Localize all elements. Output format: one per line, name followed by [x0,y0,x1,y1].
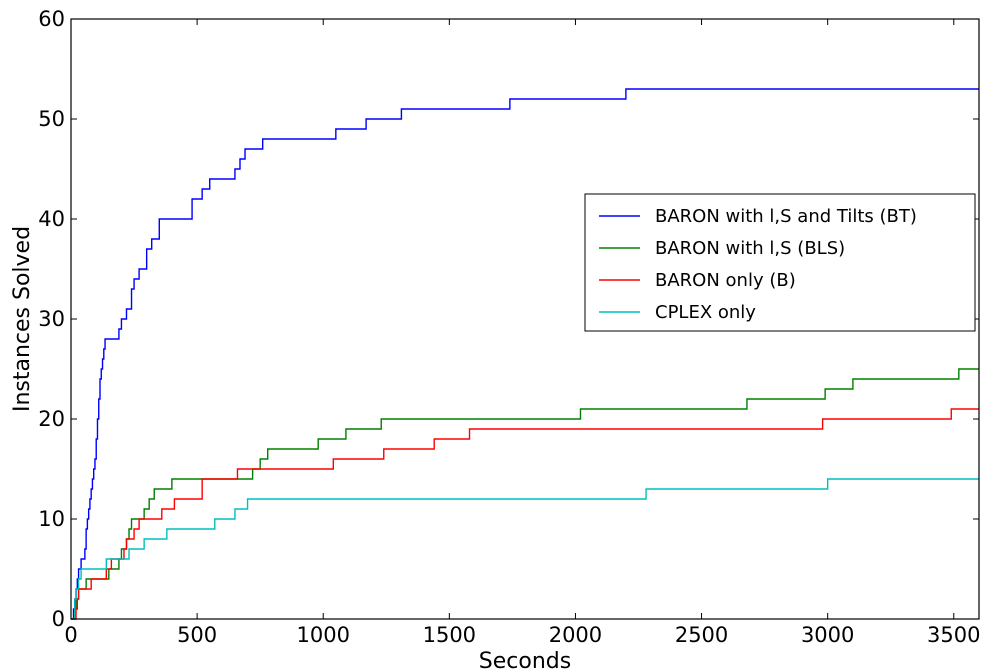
legend-label-0: BARON with l,S and Tilts (BT) [655,206,917,227]
x-tick-label-0: 0 [64,623,77,647]
y-tick-label-6: 60 [38,7,65,31]
x-tick-label-7: 3500 [927,623,980,647]
x-tick-label-1: 500 [177,623,217,647]
y-tick-label-2: 20 [38,407,65,431]
x-tick-label-2: 1000 [296,623,349,647]
series-line-1 [71,368,979,620]
x-tick-label-5: 2500 [675,623,728,647]
legend-label-2: BARON only (B) [655,270,796,291]
x-tick-label-3: 1500 [423,623,476,647]
x-axis-title: Seconds [479,649,571,670]
x-tick-label-4: 2000 [549,623,602,647]
series-line-2 [71,408,979,620]
legend-label-1: BARON with l,S (BLS) [655,238,845,259]
y-tick-label-3: 30 [38,307,65,331]
y-tick-label-1: 10 [38,507,65,531]
series-layer [71,88,979,620]
y-axis-title: Instances Solved [10,226,35,412]
y-tick-label-5: 50 [38,107,65,131]
legend: BARON with l,S and Tilts (BT) BARON with … [584,193,976,332]
legend-label-3: CPLEX only [655,302,756,323]
series-line-0 [71,88,979,620]
legend-box [584,193,976,332]
x-tick-label-6: 3000 [801,623,854,647]
series-line-3 [71,478,979,620]
y-tick-label-4: 40 [38,207,65,231]
y-tick-label-0: 0 [52,607,65,631]
tick-layer: 0 500 1000 1500 2000 2500 3000 3500 0 10 20 30 40 50 6… [38,7,980,647]
